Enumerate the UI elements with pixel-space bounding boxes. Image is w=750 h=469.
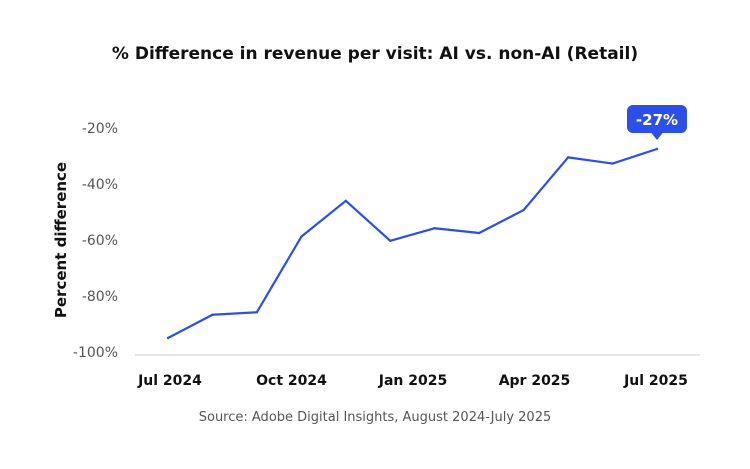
- data-point: [655, 147, 659, 151]
- y-tick-label: -60%: [82, 233, 118, 249]
- x-tick-label: Apr 2025: [499, 373, 571, 389]
- y-axis-label: Percent difference: [52, 162, 70, 318]
- data-point: [166, 336, 170, 340]
- callout-pointer: [651, 132, 663, 140]
- data-point: [255, 311, 259, 314]
- series-line: [167, 147, 658, 339]
- data-point: [300, 235, 303, 238]
- x-tick-label: Jul 2025: [623, 373, 688, 389]
- data-point: [344, 199, 348, 202]
- x-tick-label: Jan 2025: [378, 373, 447, 389]
- data-point: [522, 208, 525, 212]
- x-tick-label: Oct 2024: [256, 373, 327, 389]
- y-tick-label: -20%: [82, 121, 118, 137]
- callout-badge: [627, 105, 687, 133]
- y-tick-label: -100%: [73, 345, 118, 361]
- data-point: [433, 227, 436, 230]
- y-tick-label: -80%: [82, 289, 118, 305]
- data-point: [611, 162, 614, 165]
- x-tick-label: Jul 2024: [137, 373, 202, 389]
- y-tick-label: -40%: [82, 177, 118, 193]
- data-point: [477, 231, 481, 235]
- data-point: [389, 239, 392, 243]
- chart-source: Source: Adobe Digital Insights, August 2…: [198, 410, 552, 425]
- data-point: [566, 156, 570, 159]
- data-point: [211, 313, 214, 316]
- chart-title: % Difference in revenue per visit: AI vs…: [111, 44, 639, 64]
- callout-label: -27%: [636, 111, 678, 129]
